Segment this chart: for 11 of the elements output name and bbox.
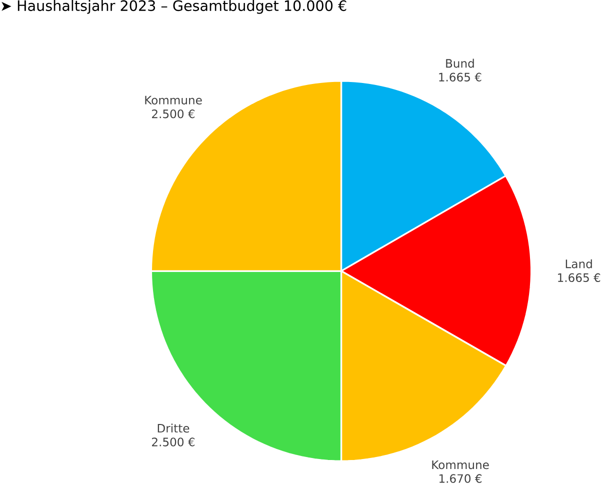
- slice-label: Bund: [446, 58, 474, 68]
- data-label: 2.500 €: [152, 438, 195, 446]
- data-label: 2.500 €: [152, 109, 195, 118]
- slice-label: Kommune: [145, 96, 202, 104]
- slice-label: Dritte: [158, 424, 190, 433]
- data-label: 1.665 €: [558, 273, 600, 282]
- data-label: 1.665 €: [439, 72, 482, 82]
- data-label: 1.670 €: [439, 474, 482, 483]
- slice-label: Kommune: [432, 460, 489, 470]
- chart-title: ➤ Haushaltsjahr 2023 – Gesamtbudget 10.000 €: [2, 0, 346, 14]
- slice-label: Land: [566, 259, 592, 268]
